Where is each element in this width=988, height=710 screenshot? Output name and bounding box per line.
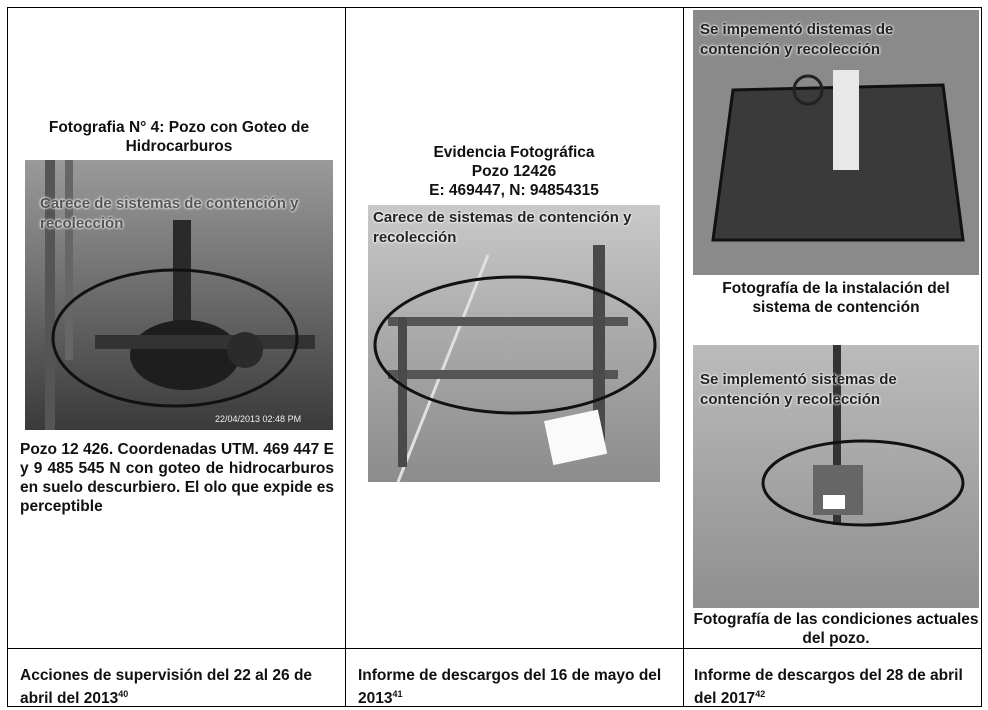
border bbox=[981, 7, 982, 707]
photo-overlay: Se implementó sistemas de contención y r… bbox=[700, 371, 897, 408]
caption: Evidencia Fotográfica Pozo 12426 E: 469447… bbox=[360, 143, 668, 200]
text: 40 bbox=[118, 689, 129, 699]
border bbox=[345, 7, 346, 707]
text: Informe de descargos del 28 de abril del… bbox=[694, 667, 963, 708]
footer: Acciones de supervisión del 22 al 26 de … bbox=[20, 666, 338, 708]
text: Acciones de supervisión del 22 al 26 de … bbox=[20, 667, 313, 708]
photo bbox=[693, 345, 979, 608]
description: Pozo 12 426. Coordenadas UTM. 469 447 E … bbox=[20, 441, 334, 515]
border bbox=[7, 7, 8, 707]
photo bbox=[25, 160, 333, 430]
text: Informe de descargos del 16 de mayo del … bbox=[358, 667, 662, 708]
border bbox=[7, 648, 982, 649]
text: Evidencia Fotográfica bbox=[433, 144, 595, 161]
border bbox=[683, 7, 684, 707]
footer: Informe de descargos del 28 de abril del… bbox=[694, 666, 974, 708]
photo-stamp: 22/04/2013 02:48 PM bbox=[215, 414, 302, 424]
border bbox=[7, 706, 982, 707]
border bbox=[7, 7, 982, 8]
caption: Fotografía de las condiciones actuales d… bbox=[693, 611, 979, 647]
text: 41 bbox=[392, 689, 403, 699]
text: 42 bbox=[755, 689, 766, 699]
photo-overlay: Carece de sistemas de contención y recol… bbox=[40, 195, 299, 232]
photo bbox=[693, 10, 979, 275]
photo bbox=[368, 205, 660, 482]
photo-overlay: Se impementó distemas de contención y re… bbox=[700, 21, 894, 58]
photo-overlay: Carece de sistemas de contención y recol… bbox=[373, 209, 632, 246]
footer: Informe de descargos del 16 de mayo del … bbox=[358, 666, 676, 708]
caption: Fotografia N° 4: Pozo con Goteo de Hidro… bbox=[48, 119, 310, 155]
text: E: 469447, N: 94854315 bbox=[429, 182, 599, 199]
caption: Fotografía de la instalación del sistema… bbox=[722, 280, 950, 316]
text: Pozo 12426 bbox=[471, 163, 557, 180]
